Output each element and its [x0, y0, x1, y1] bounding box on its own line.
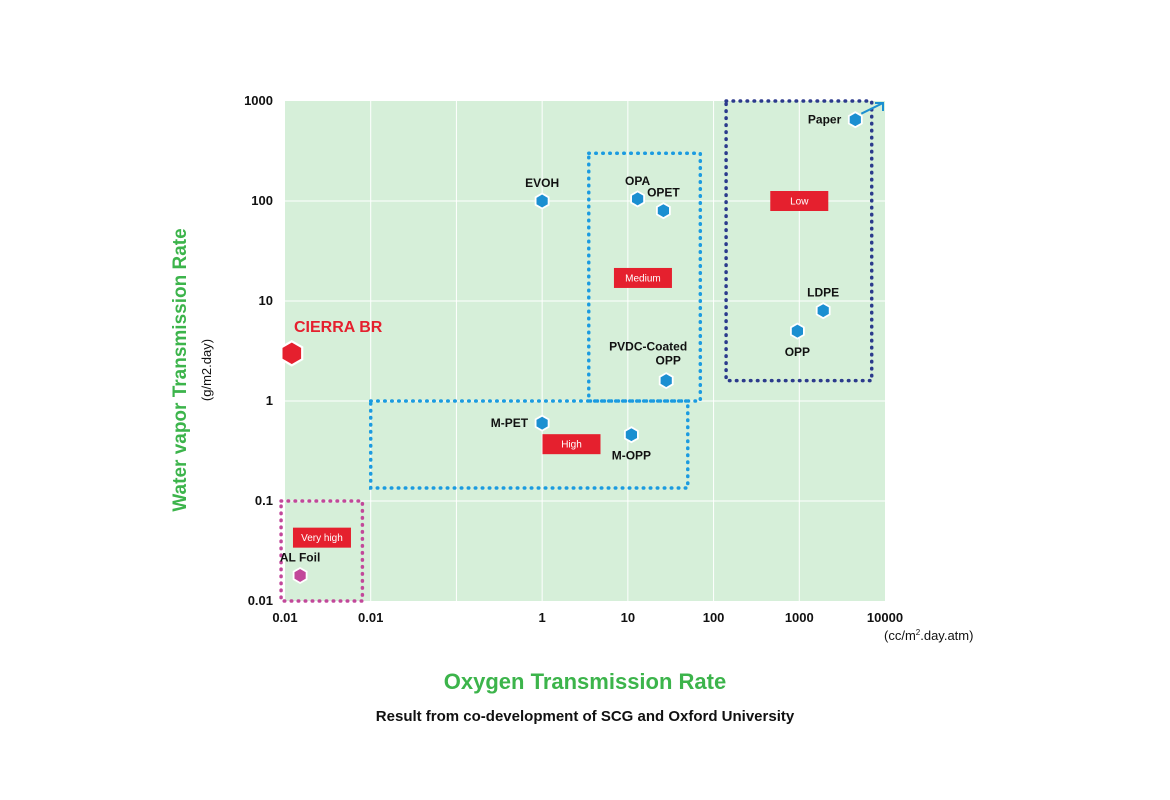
x-tick-label: 10000: [867, 610, 903, 625]
plot-background: [285, 101, 885, 601]
point-opet: [656, 202, 671, 220]
point-m-pet: [534, 414, 550, 432]
y-tick-label: 100: [251, 193, 273, 208]
point-al-foil: [292, 566, 308, 585]
point-opp: [790, 322, 805, 340]
point-evoh: [534, 192, 550, 210]
x-axis-title: Oxygen Transmission Rate: [444, 669, 726, 694]
highlight-point: [280, 340, 304, 367]
x-axis-unit-prefix: (cc/m: [884, 628, 916, 643]
point-paper: [847, 111, 863, 129]
y-tick-label: 10: [259, 293, 273, 308]
x-tick-label: 0.01: [272, 610, 297, 625]
zone-tag-low: [770, 191, 829, 211]
zone-tag-label-very-high: Very high: [301, 533, 343, 544]
point-label-opa: OPA: [625, 174, 650, 188]
x-tick-label: 0.01: [358, 610, 383, 625]
zone-tag-label-medium: Medium: [625, 273, 661, 284]
paper-arrow-head: [875, 102, 884, 111]
zone-tag-very-high: [292, 527, 351, 548]
point-label-pvdc-coated-opp-2: OPP: [656, 354, 681, 368]
zone-tag-label-high: High: [561, 440, 582, 451]
x-axis-unit: (cc/m2.day.atm): [884, 628, 973, 643]
point-label-al-foil: AL Foil: [280, 550, 320, 564]
point-label-ldpe: LDPE: [807, 286, 839, 300]
x-tick-label: 100: [703, 610, 725, 625]
point-label-m-opp: M-OPP: [612, 449, 651, 463]
y-tick-label: 1: [266, 393, 273, 408]
x-axis-unit-sup: 2: [916, 628, 921, 637]
point-label-evoh: EVOH: [525, 176, 559, 190]
zone-tag-high: [542, 434, 601, 455]
y-axis-title: Water vapor Transmission Rate: [170, 228, 191, 511]
x-tick-label: 1000: [785, 610, 814, 625]
y-tick-label: 0.1: [255, 493, 273, 508]
data-points: EVOH OPAOPETPVDC-CoatedOPPM-PETM-OPPPaper…: [280, 102, 884, 585]
y-axis-unit: (g/m2.day): [199, 339, 214, 401]
point-m-opp: [624, 426, 639, 444]
y-tick-label: 0.01: [248, 593, 273, 608]
point-opa: [630, 190, 645, 208]
point-label-opet: OPET: [647, 186, 680, 200]
point-pvdc-coated-opp: [658, 372, 674, 390]
point-label-opp: OPP: [785, 345, 810, 359]
point-label-paper: Paper: [808, 113, 842, 127]
zone-high: [368, 399, 690, 490]
paper-arrow-line: [860, 102, 884, 115]
point-label-m-pet: M-PET: [491, 416, 529, 430]
y-tick-label: 1000: [244, 93, 273, 108]
zone-medium: [587, 151, 703, 403]
zone-tag-medium: [613, 267, 672, 288]
zone-low: [724, 99, 874, 383]
x-tick-label: 1: [539, 610, 546, 625]
chart-caption: Result from co-development of SCG and Ox…: [376, 708, 795, 725]
point-label-pvdc-coated-opp-1: PVDC-Coated: [609, 340, 687, 354]
x-axis-unit-suffix: .day.atm): [920, 628, 973, 643]
x-tick-label: 10: [621, 610, 635, 625]
point-ldpe: [815, 302, 831, 320]
zone-tag-label-low: Low: [790, 197, 809, 208]
barrier-zones: Very high High Medium Low: [279, 99, 874, 603]
zone-very-high: [279, 499, 365, 603]
highlight-label: CIERRA BR: [294, 319, 383, 336]
axis-ticks: 0.01 0.01 1 10 100 1000 10000 0.01 0.1 1 10 100 1000: [244, 93, 903, 625]
